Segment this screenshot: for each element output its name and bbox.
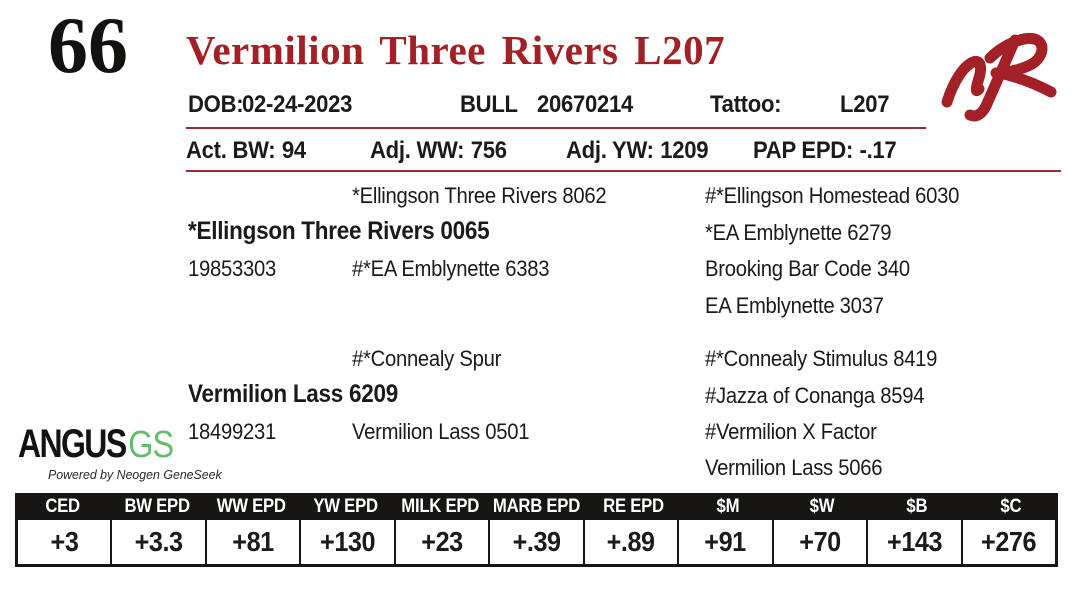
sire-ggp-1: #*Ellingson Homestead 6030	[705, 183, 960, 208]
epd-value-ced: +3	[50, 526, 79, 557]
adj-yw-label: Adj. YW:	[566, 137, 654, 164]
epd-header-dollar-c: $C	[1000, 495, 1022, 517]
dam-sire-name: #*Connealy Spur	[352, 346, 502, 371]
epd-value-dollar-b: +143	[866, 520, 960, 564]
registration-number: 20670214	[537, 91, 634, 118]
dam-dam-name: Vermilion Lass 0501	[352, 419, 530, 444]
dam-ggp-4: Vermilion Lass 5066	[705, 455, 883, 480]
angus-logo-tagline: Powered by Neogen GeneSeek	[48, 467, 222, 482]
epd-value-milk: +23	[393, 520, 488, 564]
adj-yw-value: 1209	[660, 137, 709, 164]
adj-ww-value: 756	[470, 137, 507, 164]
epd-header-bw: BW EPD	[123, 495, 190, 517]
sire-sire-name: *Ellingson Three Rivers 8062	[352, 183, 607, 208]
epd-header-ww: WW EPD	[216, 495, 286, 517]
angus-gs-logo: ANGUS GS Powered by Neogen GeneSeek	[18, 424, 231, 482]
epd-header-re: RE EPD	[602, 495, 664, 517]
epd-table-header-row: CED BW EPD WW EPD YW EPD MILK EPD MARB E…	[15, 493, 1058, 520]
epd-header-milk: MILK EPD	[400, 495, 479, 517]
act-bw-pair: Act. BW: 94	[186, 137, 306, 165]
lot-number: 66	[48, 2, 128, 90]
epd-table: CED BW EPD WW EPD YW EPD MILK EPD MARB E…	[15, 493, 1058, 567]
epd-header-dollar-m: $M	[716, 495, 739, 517]
act-bw-label: Act. BW:	[186, 137, 276, 164]
epd-header-ced: CED	[44, 495, 80, 517]
dam-ggp-2: #Jazza of Conanga 8594	[705, 383, 925, 408]
epd-header-dollar-w: $W	[809, 495, 835, 517]
sire-name: *Ellingson Three Rivers 0065	[188, 217, 490, 245]
sex-label: BULL	[460, 91, 518, 118]
adj-ww-label: Adj. WW:	[370, 137, 465, 164]
epd-header-yw: YW EPD	[313, 495, 378, 517]
epd-header-dollar-b: $B	[905, 495, 927, 517]
vermilion-ranch-brand-icon	[933, 16, 1072, 134]
dob-label: DOB:	[188, 91, 244, 118]
sire-reg-number: 19853303	[188, 256, 276, 281]
epd-value-re: +.89	[582, 520, 677, 564]
dam-name: Vermilion Lass 6209	[188, 380, 398, 408]
act-bw-value: 94	[281, 137, 306, 164]
epd-header-marb: MARB EPD	[492, 495, 581, 517]
adj-yw-pair: Adj. YW: 1209	[566, 137, 709, 165]
dam-reg-number: 18499231	[188, 419, 276, 444]
epd-value-dollar-w: +70	[771, 520, 866, 564]
epd-value-marb: +.39	[488, 520, 582, 564]
pap-epd-value: -.17	[859, 137, 897, 164]
animal-name-title: Vermilion Three Rivers L207	[186, 27, 726, 73]
epd-value-dollar-m: +91	[677, 520, 771, 564]
angus-logo-word: ANGUS	[18, 422, 127, 466]
dam-ggp-3: #Vermilion X Factor	[705, 419, 877, 444]
divider-rule-bottom	[186, 170, 1061, 172]
pap-epd-label: PAP EPD:	[753, 137, 854, 164]
divider-rule-top	[186, 127, 926, 129]
dam-ggp-1: #*Connealy Stimulus 8419	[705, 346, 938, 371]
sire-ggp-4: EA Emblynette 3037	[705, 293, 884, 318]
tattoo-label: Tattoo:	[710, 91, 782, 118]
sire-dam-name: #*EA Emblynette 6383	[352, 256, 550, 281]
angus-logo-suffix: GS	[128, 424, 175, 466]
sire-ggp-3: Brooking Bar Code 340	[705, 256, 910, 281]
tattoo-value: L207	[840, 91, 890, 118]
sire-ggp-2: *EA Emblynette 6279	[705, 220, 892, 245]
epd-value-dollar-c: +276	[960, 520, 1055, 564]
epd-table-value-row: +3 +3.3 +81 +130 +23 +.39 +.89 +91 +70 +…	[15, 520, 1058, 567]
pap-epd-pair: PAP EPD: -.17	[753, 137, 897, 165]
epd-value-yw: +130	[299, 520, 393, 564]
dob-value: 02-24-2023	[242, 91, 353, 118]
adj-ww-pair: Adj. WW: 756	[370, 137, 507, 165]
epd-value-ww: +81	[204, 520, 299, 564]
epd-value-bw: +3.3	[110, 520, 204, 564]
